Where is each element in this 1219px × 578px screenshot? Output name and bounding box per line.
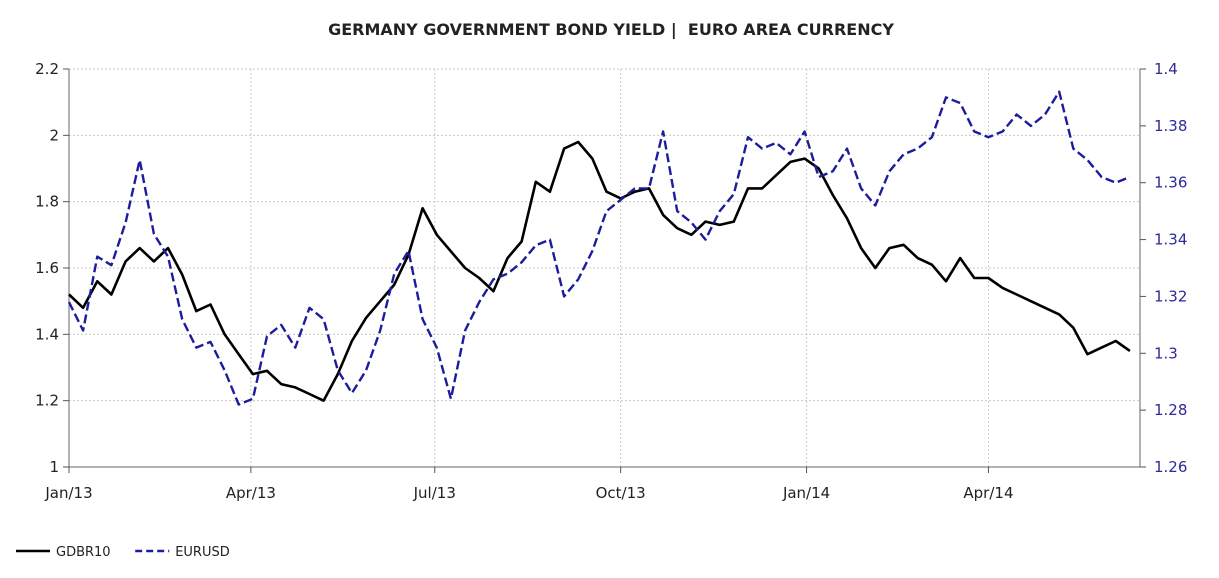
x-tick-label: Jan/13 [44,484,92,502]
right-tick-label: 1.3 [1154,344,1178,362]
right-tick-label: 1.26 [1154,458,1187,476]
legend-label-eurusd: EURUSD [175,545,230,560]
series-line-eurusd [67,90,1131,406]
right-tick-label: 1.4 [1154,60,1178,78]
right-tick-label: 1.34 [1154,231,1187,249]
left-tick-label: 1.4 [35,325,59,343]
left-tick-label: 1.8 [35,193,59,211]
x-tick-label: Oct/13 [596,484,646,502]
right-axis-ticks: 1.26 1.28 1.3 1.32 1.34 1.36 1.38 1.4 [1140,60,1187,476]
x-tick-label: Apr/13 [226,484,276,502]
right-tick-label: 1.38 [1154,117,1187,135]
chart-title: GERMANY GOVERNMENT BOND YIELD | EURO ARE… [328,20,894,40]
x-tick-label: Apr/14 [963,484,1013,502]
left-tick-label: 1.2 [35,392,59,410]
grid [69,68,1140,467]
x-axis-ticks: Jan/13 Apr/13 Jul/13 Oct/13 Jan/14 Apr/14 [44,467,1013,502]
left-tick-label: 1.6 [35,259,59,277]
series-line-gdbr10 [68,140,1131,403]
left-axis-ticks: 1 1.2 1.4 1.6 1.8 2 2.2 [35,60,69,476]
left-tick-label: 1 [49,458,59,476]
series-lines [67,90,1131,406]
right-tick-label: 1.36 [1154,174,1187,192]
x-tick-label: Jul/13 [413,484,456,502]
left-tick-label: 2.2 [35,60,59,78]
right-tick-label: 1.32 [1154,287,1187,305]
x-tick-label: Jan/14 [782,484,830,502]
right-tick-label: 1.28 [1154,401,1187,419]
left-tick-label: 2 [49,126,59,144]
legend: GDBR10 EURUSD [16,545,230,560]
legend-label-gdbr10: GDBR10 [56,545,111,560]
